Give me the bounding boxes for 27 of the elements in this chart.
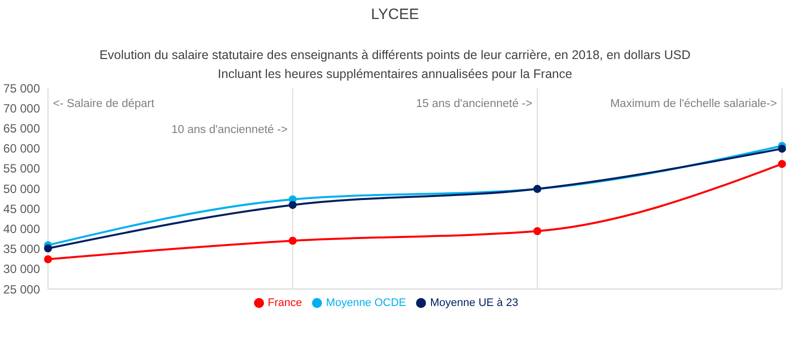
y-tick-label: 55 000 [3, 162, 40, 176]
chart-subtitle: Evolution du salaire statutaire des enseignants à différents points de leur carrière, en 2018, en dollars USD Incluant les heures supplémentaires annualisées pour la France [98, 47, 692, 81]
y-tick-label: 75 000 [3, 81, 40, 96]
chart-title: LYCEE [370, 6, 420, 23]
legend-label: France [268, 297, 302, 309]
y-tick-label: 60 000 [3, 142, 40, 156]
point [288, 236, 297, 245]
y-tick-label: 25 000 [3, 282, 40, 296]
y-tick-label: 35 000 [3, 242, 40, 256]
y-tick-label: 50 000 [3, 182, 40, 196]
y-tick-label: 45 000 [3, 202, 40, 216]
y-tick-label: 30 000 [3, 262, 40, 276]
point [533, 227, 542, 236]
y-tick-label: 70 000 [3, 101, 40, 116]
point [288, 200, 297, 209]
point [44, 244, 52, 252]
annotation: Maximum de l'échelle salariale-> [610, 98, 777, 110]
annotation: 15 ans d'ancienneté -> [416, 98, 532, 110]
point [778, 160, 786, 168]
annotation: 10 ans d'ancienneté -> [171, 124, 288, 136]
annotation: <- Salaire de départ [53, 98, 154, 110]
legend-label: Moyenne OCDE [326, 297, 406, 309]
y-tick-label: 40 000 [3, 222, 40, 236]
point [778, 144, 786, 153]
point [44, 255, 52, 264]
y-tick-label: 65 000 [3, 121, 40, 136]
legend-label: Moyenne UE à 23 [430, 297, 518, 309]
